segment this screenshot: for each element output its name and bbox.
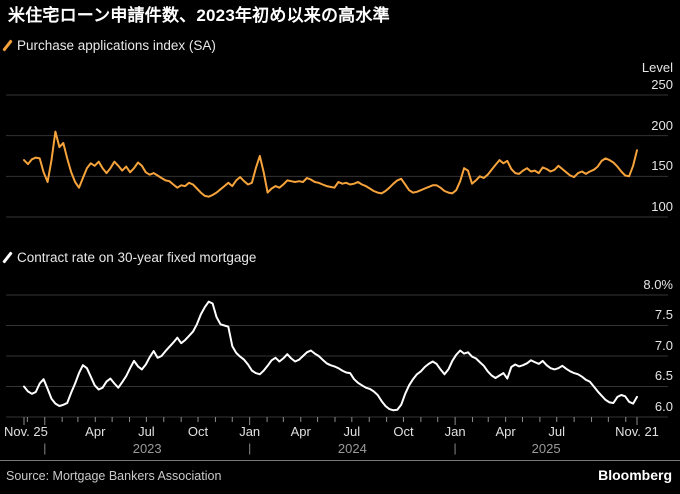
y-tick-7-5: 7.5 xyxy=(654,307,673,322)
year-separator: | xyxy=(43,441,47,455)
y-tick-200: 200 xyxy=(651,118,673,133)
x-tick-label: Oct xyxy=(187,424,209,439)
year-separator: | xyxy=(453,441,457,455)
x-tick-label: Jul xyxy=(343,424,361,439)
year-separator: | xyxy=(248,441,252,455)
source-attribution: Source: Mortgage Bankers Association xyxy=(6,469,222,483)
x-tick-end: Nov. 21 xyxy=(615,424,659,439)
purchase-index-line xyxy=(23,130,638,198)
y-tick-250: 250 xyxy=(651,77,673,92)
legend-purchase-applications: Purchase applications index (SA) xyxy=(2,38,216,53)
x-tick-label: Apr xyxy=(85,424,106,439)
y-tick-8pct: 8.0% xyxy=(643,277,673,292)
legend-contract-rate: Contract rate on 30-year fixed mortgage xyxy=(2,250,257,265)
x-tick-label: Jan xyxy=(239,424,261,439)
x-tick-label: Apr xyxy=(495,424,516,439)
x-tick-label: Apr xyxy=(290,424,311,439)
page-title: 米住宅ローン申請件数、2023年初め以来の高水準 xyxy=(8,6,390,25)
y-tick-100: 100 xyxy=(651,199,673,214)
y-tick-150: 150 xyxy=(651,158,673,173)
x-tick-label: Jan xyxy=(444,424,466,439)
legend-purchase-label: Purchase applications index (SA) xyxy=(17,38,216,53)
y-tick-6-5: 6.5 xyxy=(654,368,673,383)
bloomberg-logo: Bloomberg xyxy=(598,467,672,483)
year-label: 2023 xyxy=(132,441,162,456)
legend-rate-label: Contract rate on 30-year fixed mortgage xyxy=(17,250,257,265)
x-tick-label: Jul xyxy=(138,424,155,439)
year-label: 2025 xyxy=(531,441,561,456)
y-tick-7-0: 7.0 xyxy=(654,338,673,353)
x-tick-label: Jul xyxy=(548,424,565,439)
y-axis-unit-label: Level xyxy=(641,60,673,75)
x-tick-label: Oct xyxy=(393,424,414,439)
x-tick-start: Nov. 25 xyxy=(4,424,48,439)
footer-divider xyxy=(0,460,680,461)
year-label: 2024 xyxy=(337,441,367,456)
y-tick-6-0: 6.0 xyxy=(654,399,673,414)
contract-rate-line xyxy=(23,300,638,412)
